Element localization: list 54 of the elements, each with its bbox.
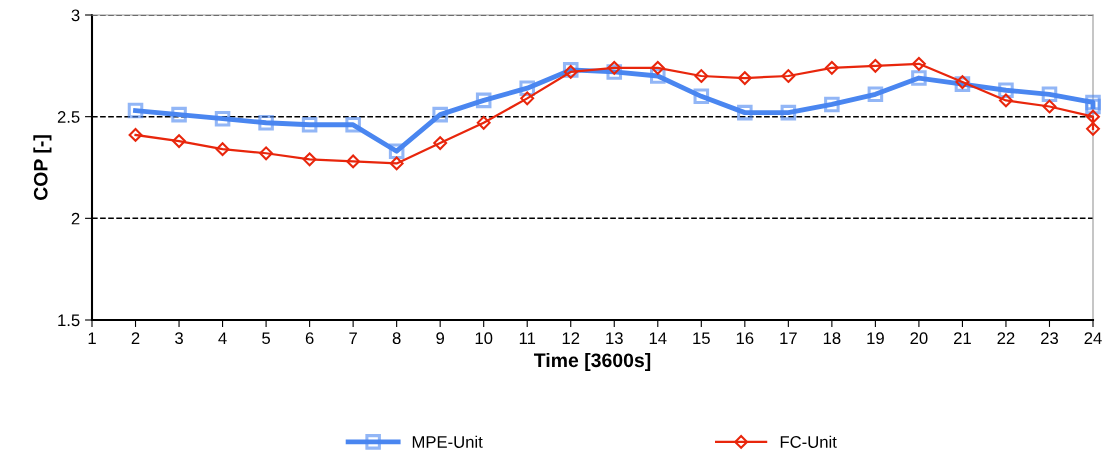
x-tick-label: 5: [262, 332, 271, 345]
x-tick-label: 21: [954, 332, 971, 344]
legend-label: MPE-Unit: [412, 435, 483, 448]
point: [868, 58, 883, 73]
y-tick-label: 1.5: [58, 314, 80, 327]
point: [999, 93, 1013, 108]
x-tick-label: 3: [175, 332, 183, 345]
x-tick-label: 2: [131, 332, 140, 344]
x-tick-label: 8: [392, 332, 401, 345]
x-tick-label: 18: [823, 332, 841, 345]
x-tick-label: 12: [562, 332, 580, 344]
point: [172, 134, 186, 148]
x-axis-title: Time [3600s]: [533, 352, 651, 372]
point: [1042, 99, 1057, 114]
point: [824, 60, 839, 75]
point: [781, 69, 796, 83]
point: [215, 142, 230, 157]
y-tick-label: 2: [71, 212, 80, 225]
x-tick-label: 9: [436, 332, 445, 345]
x-tick-label: 20: [910, 332, 928, 345]
x-tick-label: 17: [780, 332, 797, 344]
x-tick-label: 24: [1084, 332, 1102, 344]
y-tick-label: 3: [71, 9, 80, 22]
x-tick-label: 19: [867, 332, 884, 345]
point: [607, 60, 622, 75]
x-tick-label: 13: [606, 332, 623, 345]
point: [476, 115, 491, 130]
point: [433, 136, 448, 151]
point: [128, 128, 143, 142]
x-tick-label: 16: [736, 332, 754, 345]
point: [346, 154, 361, 169]
x-tick-label: 22: [997, 332, 1015, 344]
point: [737, 71, 752, 85]
y-tick-label: 2.5: [57, 111, 80, 123]
x-tick-label: 15: [693, 332, 710, 345]
x-tick-label: 11: [519, 332, 536, 344]
point: [520, 91, 535, 106]
point: [1086, 109, 1100, 124]
x-tick-label: 10: [475, 332, 493, 345]
x-tick-label: 1: [88, 332, 96, 344]
x-tick-label: 14: [649, 332, 667, 344]
point: [911, 56, 926, 71]
point: [650, 60, 665, 75]
point: [1086, 121, 1100, 136]
x-tick-label: 23: [1041, 332, 1059, 345]
point: [389, 156, 404, 171]
x-tick-label: 4: [218, 332, 227, 344]
point: [259, 146, 274, 161]
x-tick-label: 7: [349, 332, 357, 344]
legend-label: FC-Unit: [780, 435, 837, 448]
point: [694, 69, 709, 83]
point: [302, 152, 317, 167]
x-tick-label: 6: [305, 332, 314, 345]
y-axis-title: COP [-]: [33, 135, 52, 201]
